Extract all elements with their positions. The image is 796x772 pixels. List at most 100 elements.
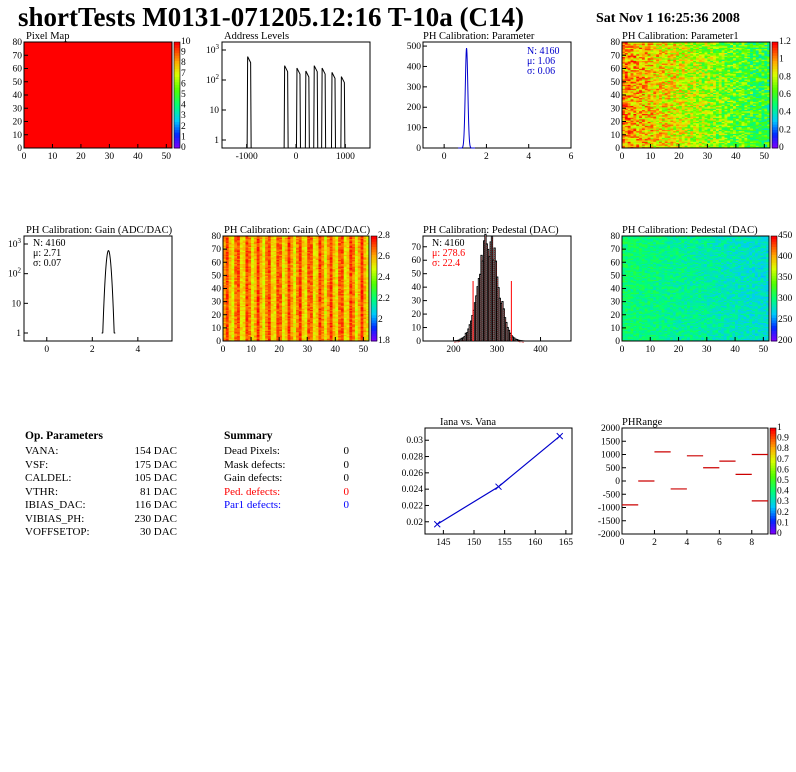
phpar1-cell [752, 89, 757, 92]
phpar1-cell [747, 120, 751, 122]
phpar1-cell [755, 110, 760, 113]
phpar1-cell [730, 102, 734, 105]
phpar1-cell [741, 92, 745, 95]
phpar1-cell [673, 112, 677, 114]
phpar1-cell [678, 144, 683, 146]
phpar1-cell [670, 77, 674, 80]
phpar1-cell [653, 113, 657, 116]
phpar1-cell [741, 76, 745, 79]
phpar1-cell [755, 120, 760, 122]
phpar1-cell [641, 96, 646, 99]
phpar1-cell [627, 138, 631, 141]
phpar1-cell [624, 105, 629, 108]
phpar1-cell [641, 128, 646, 130]
phpar1-cell [693, 100, 697, 103]
phpar1-cell [713, 142, 717, 145]
phpar1-cell [730, 137, 734, 140]
phpar1-cell [718, 112, 723, 114]
phpar1-cell [678, 141, 683, 144]
phpar1-cell [664, 69, 668, 72]
phpar1-cell [693, 69, 697, 72]
phpar1-cell [687, 136, 691, 138]
phpar1-cell [639, 106, 643, 109]
phpar1-cell [750, 69, 754, 72]
phpar1-cell [690, 112, 694, 114]
phpar1-cell [636, 79, 640, 81]
phpar1-cell [673, 116, 677, 118]
phpar1-cell [693, 114, 697, 117]
phpar1-cell [641, 77, 646, 80]
phpar1-cell [741, 80, 745, 83]
phpar1-cell [678, 68, 683, 71]
phpar1-cell [707, 101, 711, 104]
gain1d-histogram [101, 250, 116, 334]
phpar1-cell [656, 126, 660, 129]
phpar1-cell [747, 83, 751, 85]
phpar1-cell [761, 85, 765, 88]
phpar1-cell [639, 110, 643, 113]
phpar1-cell [678, 134, 683, 137]
phpar1-cell [767, 80, 771, 83]
phpar1-cell [678, 109, 683, 112]
phpar1-cell [715, 138, 720, 141]
phpar1-cell [747, 72, 751, 75]
phpar1-cell [633, 110, 637, 113]
phpar1-cell [707, 144, 711, 146]
phpar1-cell [755, 105, 760, 108]
phpar1-cell [661, 116, 666, 118]
phpar1-cell [738, 130, 742, 133]
phpar1-cell [650, 117, 654, 120]
phpar1-cell [641, 75, 646, 77]
phpar1-cell [747, 98, 751, 101]
phpar1-cell [656, 64, 660, 67]
phpar1-cell [644, 67, 649, 69]
phpar1-cell [664, 129, 668, 132]
phpar1-cell [630, 76, 634, 79]
phpar1-cell [767, 102, 771, 105]
phpar1-cell [664, 136, 668, 138]
phpar1-cell [693, 84, 697, 87]
phpar1-cell [670, 133, 674, 136]
phpar1-cell [641, 102, 646, 105]
phpar1-cell [730, 76, 734, 79]
phpar1-cell [750, 134, 754, 137]
phpar1-cell [667, 121, 671, 124]
phpar1-cell [636, 122, 640, 125]
phpar1-cell [735, 102, 740, 105]
phpar1-cell [735, 120, 740, 122]
phpar1-cell [647, 84, 651, 87]
phpar1-cell [639, 138, 643, 141]
phpar1-cell [633, 71, 637, 73]
phpar1-cell [730, 63, 734, 65]
phpar1-cell [735, 110, 740, 113]
phpar1-cell [690, 124, 694, 126]
phpar1-cell [721, 96, 725, 99]
phpar1-cell [715, 87, 720, 89]
phpar1-cell [764, 63, 768, 65]
phpar1-cell [758, 105, 762, 108]
phpar1-cell [727, 138, 731, 141]
pixelmap-colorbar-cell [174, 137, 180, 141]
phpar1-cell [681, 104, 686, 106]
phpar1-cell [633, 85, 637, 88]
phpar1-cell [653, 69, 657, 72]
phpar1-cell [664, 134, 668, 137]
phpar1-cell [630, 133, 634, 136]
phpar1-cell [727, 59, 731, 61]
phpar1-cell [721, 133, 725, 136]
phpar1-cell [718, 132, 723, 134]
phpar1-cell [622, 92, 626, 95]
phpar1-cell [758, 89, 762, 92]
phpar1-cell [670, 61, 674, 64]
phpar1-cell [622, 130, 626, 133]
phpar1-cell [627, 71, 631, 73]
phpar1-cell [659, 106, 663, 109]
phpar1-cell [738, 91, 742, 93]
phpar1-cell [681, 117, 686, 120]
pixelmap-colorbar-cell [174, 116, 180, 120]
phpar1-cell [678, 128, 683, 130]
phpar1-cell [758, 141, 762, 144]
phpar1-cell [698, 88, 703, 91]
phpar1-cell [758, 104, 762, 106]
phpar1-cell [710, 114, 714, 117]
